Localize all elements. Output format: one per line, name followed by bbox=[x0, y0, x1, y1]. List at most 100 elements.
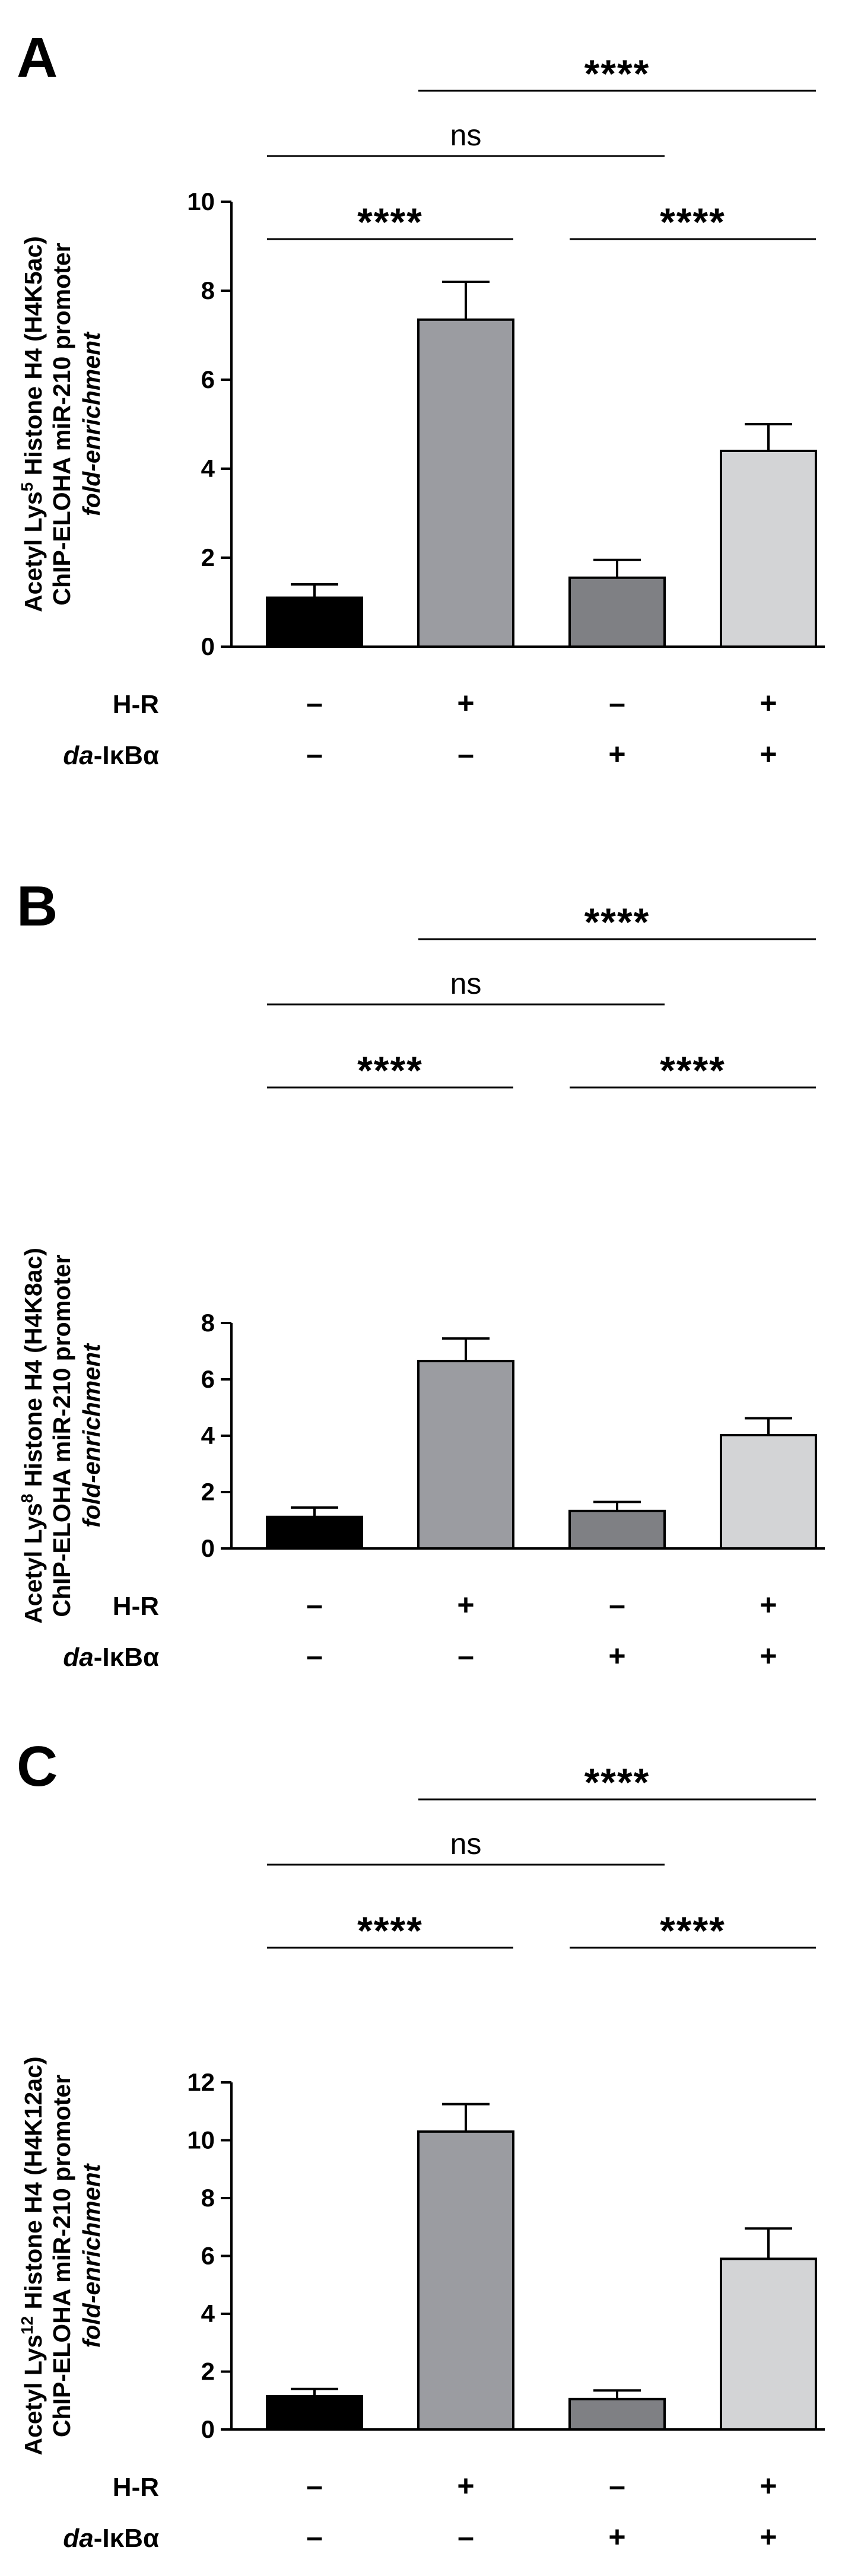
y-axis-label-superscript: 12 bbox=[18, 2316, 36, 2335]
y-tick-label: 4 bbox=[201, 2300, 215, 2327]
y-axis-label-line3: fold-enrichment bbox=[78, 1343, 105, 1528]
y-tick-label: 2 bbox=[201, 543, 215, 571]
y-tick-label: 10 bbox=[187, 2126, 215, 2154]
significance-stars: **** bbox=[584, 1760, 650, 1804]
condition-label-rest: -IκBα bbox=[94, 741, 159, 770]
y-tick-label: 8 bbox=[201, 2184, 215, 2212]
y-tick-label: 4 bbox=[201, 1421, 215, 1449]
significance-stars: **** bbox=[357, 1048, 423, 1092]
condition-minus: – bbox=[609, 686, 625, 720]
y-tick-label: 10 bbox=[187, 187, 215, 215]
y-axis-label-post: Histone H4 (H4K5ac) bbox=[20, 236, 47, 482]
condition-minus: – bbox=[457, 1639, 474, 1672]
significance-stars: **** bbox=[660, 1909, 726, 1952]
y-tick-label: 0 bbox=[201, 1534, 215, 1562]
y-axis-label-line2: ChIP-ELOHA miR-210 promoter bbox=[48, 1254, 75, 1617]
condition-label-italic: da bbox=[63, 741, 93, 770]
condition-minus: – bbox=[306, 2520, 323, 2553]
condition-plus: + bbox=[457, 1588, 474, 1621]
bar-2 bbox=[417, 2130, 514, 2431]
significance-stars: **** bbox=[584, 52, 650, 96]
bar-2 bbox=[417, 1360, 514, 1550]
y-axis-label-line3: fold-enrichment bbox=[78, 331, 105, 516]
panel-label: C bbox=[17, 1735, 58, 1798]
y-tick-label: 4 bbox=[201, 454, 215, 482]
significance-ns: ns bbox=[450, 1827, 482, 1861]
condition-plus: + bbox=[608, 2520, 625, 2553]
bar-4 bbox=[720, 1434, 817, 1550]
y-axis-label-pre: Acetyl Lys bbox=[20, 491, 47, 612]
y-tick-label: 8 bbox=[201, 276, 215, 304]
condition-plus: + bbox=[457, 686, 474, 720]
condition-plus: + bbox=[457, 2469, 474, 2502]
condition-minus: – bbox=[609, 2469, 625, 2502]
y-tick-label: 8 bbox=[201, 1309, 215, 1337]
bar-2 bbox=[417, 318, 514, 648]
significance-stars: **** bbox=[357, 1909, 423, 1952]
significance-ns: ns bbox=[450, 967, 482, 1000]
y-tick-label: 2 bbox=[201, 1478, 215, 1506]
condition-label-hr: H-R bbox=[113, 1592, 159, 1621]
y-tick-label: 2 bbox=[201, 2358, 215, 2386]
condition-label-hr: H-R bbox=[113, 2473, 159, 2502]
condition-minus: – bbox=[306, 737, 323, 771]
bar-1 bbox=[266, 1515, 363, 1550]
y-axis-label-post: Histone H4 (H4K12ac) bbox=[20, 2056, 47, 2316]
y-axis-label-line1: Acetyl Lys12 Histone H4 (H4K12ac) bbox=[18, 2056, 47, 2455]
condition-label-daikba: da-IκBα bbox=[63, 2524, 159, 2553]
condition-plus: + bbox=[760, 2520, 777, 2553]
y-tick-label: 12 bbox=[187, 2068, 215, 2096]
condition-minus: – bbox=[306, 686, 323, 720]
significance-stars: **** bbox=[660, 200, 726, 244]
condition-plus: + bbox=[760, 686, 777, 720]
y-tick-label: 6 bbox=[201, 1365, 215, 1393]
y-tick-label: 6 bbox=[201, 365, 215, 393]
condition-label-rest: -IκBα bbox=[94, 2524, 159, 2553]
significance-stars: **** bbox=[660, 1048, 726, 1092]
condition-plus: + bbox=[608, 737, 625, 771]
condition-minus: – bbox=[457, 2520, 474, 2553]
bar-3 bbox=[568, 2397, 666, 2431]
y-axis-label-superscript: 8 bbox=[18, 1494, 36, 1503]
y-tick-label: 0 bbox=[201, 632, 215, 660]
bar-4 bbox=[720, 2257, 817, 2431]
panel-label: B bbox=[17, 874, 58, 938]
significance-ns: ns bbox=[450, 119, 482, 152]
significance-stars: **** bbox=[584, 900, 650, 944]
condition-minus: – bbox=[306, 2469, 323, 2502]
condition-plus: + bbox=[760, 1588, 777, 1621]
y-axis-label-pre: Acetyl Lys bbox=[20, 1503, 47, 1624]
y-axis-label-line1: Acetyl Lys8 Histone H4 (H4K8ac) bbox=[18, 1248, 47, 1624]
condition-label-italic: da bbox=[63, 2524, 93, 2553]
condition-label-daikba: da-IκBα bbox=[63, 741, 159, 770]
bar-4 bbox=[720, 450, 817, 648]
condition-label-italic: da bbox=[63, 1643, 93, 1672]
y-tick-label: 0 bbox=[201, 2415, 215, 2443]
y-axis-label-line2: ChIP-ELOHA miR-210 promoter bbox=[48, 243, 75, 605]
panel-label: A bbox=[17, 26, 58, 90]
y-axis-label-superscript: 5 bbox=[18, 482, 36, 492]
condition-plus: + bbox=[760, 2469, 777, 2502]
bar-1 bbox=[266, 2394, 363, 2431]
significance-stars: **** bbox=[357, 200, 423, 244]
y-axis-label-post: Histone H4 (H4K8ac) bbox=[20, 1248, 47, 1494]
y-axis-label-line3: fold-enrichment bbox=[78, 2162, 105, 2348]
condition-label-hr: H-R bbox=[113, 690, 159, 719]
y-axis-label-line1: Acetyl Lys5 Histone H4 (H4K5ac) bbox=[18, 236, 47, 612]
condition-minus: – bbox=[609, 1588, 625, 1621]
condition-minus: – bbox=[457, 737, 474, 771]
condition-minus: – bbox=[306, 1639, 323, 1672]
condition-plus: + bbox=[760, 737, 777, 771]
condition-label-daikba: da-IκBα bbox=[63, 1643, 159, 1672]
y-axis-label-line2: ChIP-ELOHA miR-210 promoter bbox=[48, 2075, 75, 2437]
condition-label-rest: -IκBα bbox=[94, 1643, 159, 1672]
condition-plus: + bbox=[608, 1639, 625, 1672]
y-tick-label: 6 bbox=[201, 2242, 215, 2270]
chart-panel-A: A Acetyl Lys5 Histone H4 (H4K5ac) ChIP-ELO… bbox=[17, 26, 825, 771]
y-axis-label-pre: Acetyl Lys bbox=[20, 2335, 47, 2456]
bar-3 bbox=[568, 1509, 666, 1550]
